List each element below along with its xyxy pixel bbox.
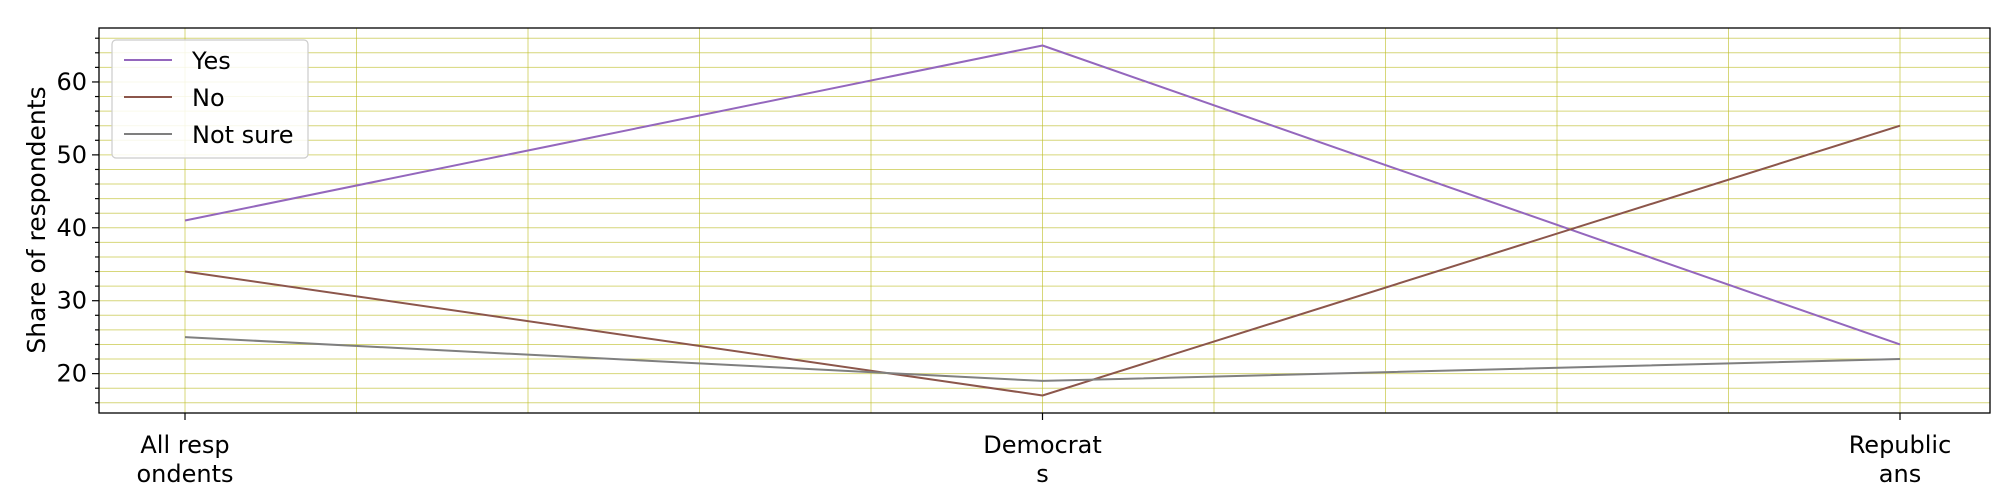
series-line-not-sure	[184, 336, 1901, 382]
legend-label-no: No	[192, 84, 225, 112]
plot-frame	[98, 27, 1991, 414]
legend-label-not-sure: Not sure	[192, 121, 294, 149]
x-tick-label: Democrat s	[983, 431, 1102, 488]
series-lines	[184, 44, 1901, 397]
y-tick-label: 30	[56, 287, 87, 315]
y-tick-label: 40	[56, 214, 87, 242]
x-axis: All resp ondents Democrat s Republic ans	[136, 413, 1951, 488]
y-tick-label: 20	[56, 360, 87, 388]
legend-items: Yes No Not sure	[124, 47, 294, 149]
legend: Yes No Not sure	[111, 39, 309, 159]
y-axis-label: Share of respondents	[22, 86, 51, 353]
series-line-yes	[184, 44, 1901, 346]
y-tick-label: 50	[56, 141, 87, 169]
y-axis: 20 30 40 50 60	[56, 37, 99, 404]
legend-label-yes: Yes	[191, 47, 231, 75]
grid	[99, 28, 1990, 413]
y-tick-label: 60	[56, 68, 87, 96]
x-tick-label: Republic ans	[1849, 431, 1952, 488]
x-tick-label: All resp ondents	[136, 431, 233, 488]
legend-box	[111, 39, 309, 159]
series-line-no	[184, 124, 1901, 397]
